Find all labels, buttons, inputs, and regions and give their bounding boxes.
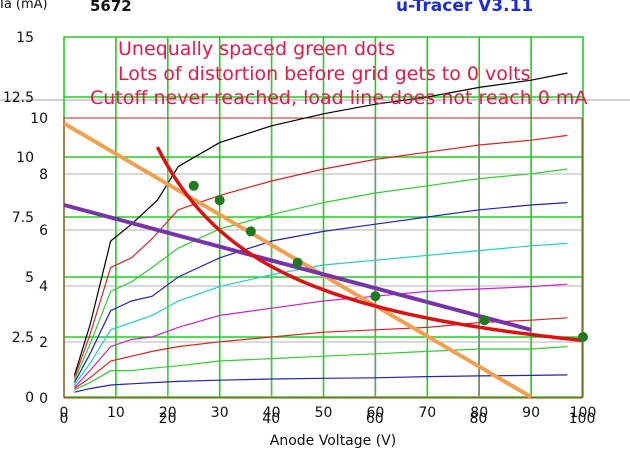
operating-point-4 — [292, 257, 303, 268]
operating-points — [188, 180, 588, 342]
app-title: u-Tracer V3.11 — [396, 0, 533, 16]
inner-plot-frame — [63, 117, 583, 399]
outer-x-tick-label: 20 — [159, 405, 177, 421]
characteristic-curves — [73, 72, 568, 393]
characteristic-curve-9 — [74, 374, 568, 393]
annotation-2: Lots of distortion before grid gets to 0… — [118, 63, 531, 85]
inner-y-tick-label: 0 — [39, 391, 48, 407]
inner-x-tick-label: 80 — [469, 411, 487, 427]
outer-x-tick-label: 70 — [418, 405, 436, 421]
inner-y-tick-label: 6 — [39, 223, 48, 239]
characteristic-curve-2 — [73, 134, 568, 379]
annotation-3: Cutoff never reached, load line does not… — [90, 87, 587, 109]
y-unit-label: Ia (mA) — [0, 0, 48, 12]
characteristic-curve-3 — [73, 168, 568, 381]
operating-point-1 — [188, 180, 199, 191]
outer-y-tick-label: 12.5 — [3, 90, 34, 106]
inner-y-tick-label: 10 — [30, 111, 48, 127]
outer-x-tick-label: 60 — [366, 405, 384, 421]
outer-x-tick-label: 30 — [211, 405, 229, 421]
outer-y-tick-label: 15 — [16, 30, 34, 46]
outer-x-tick-label: 0 — [60, 405, 69, 421]
operating-point-7 — [578, 332, 588, 342]
outer-x-tick-label: 80 — [470, 405, 488, 421]
characteristic-curve-8 — [74, 346, 568, 391]
inner-y-tick-label: 8 — [39, 167, 48, 183]
characteristic-curve-1 — [73, 72, 568, 376]
outer-x-tick-label: 100 — [570, 405, 597, 421]
outer-x-tick-label: 90 — [522, 405, 540, 421]
tube-model: 5672 — [90, 0, 132, 15]
operating-point-6 — [479, 315, 490, 326]
characteristic-curve-6 — [73, 283, 568, 388]
inner-y-tick-label: 4 — [39, 279, 48, 295]
power-hyperbola — [155, 146, 584, 343]
characteristic-curve-7 — [74, 317, 568, 390]
inner-x-tick-label: 60 — [366, 411, 384, 427]
operating-point-5 — [370, 291, 381, 302]
outer-y-tick-label: 7.5 — [12, 210, 34, 226]
outer-y-tick-label: 5 — [25, 270, 34, 286]
inner-y-tick-label: 2 — [39, 335, 48, 351]
inner-x-tick-label: 100 — [569, 411, 596, 427]
outer-x-tick-label: 10 — [107, 405, 125, 421]
inner-x-tick-label: 0 — [60, 411, 69, 427]
outer-y-tick-label: 2.5 — [12, 330, 34, 346]
inner-x-tick-label: 40 — [262, 411, 280, 427]
outer-y-tick-label: 0 — [25, 390, 34, 406]
characteristic-curve-5 — [73, 242, 568, 386]
inner-x-tick-label: 20 — [159, 411, 177, 427]
operating-point-3 — [245, 226, 256, 237]
outer-y-tick-label: 10 — [16, 150, 34, 166]
outer-x-tick-label: 50 — [315, 405, 333, 421]
operating-point-2 — [214, 195, 225, 206]
annotation-1: Unequally spaced green dots — [118, 38, 395, 60]
x-axis-label: Anode Voltage (V) — [270, 433, 396, 449]
outer-x-tick-label: 40 — [263, 405, 281, 421]
